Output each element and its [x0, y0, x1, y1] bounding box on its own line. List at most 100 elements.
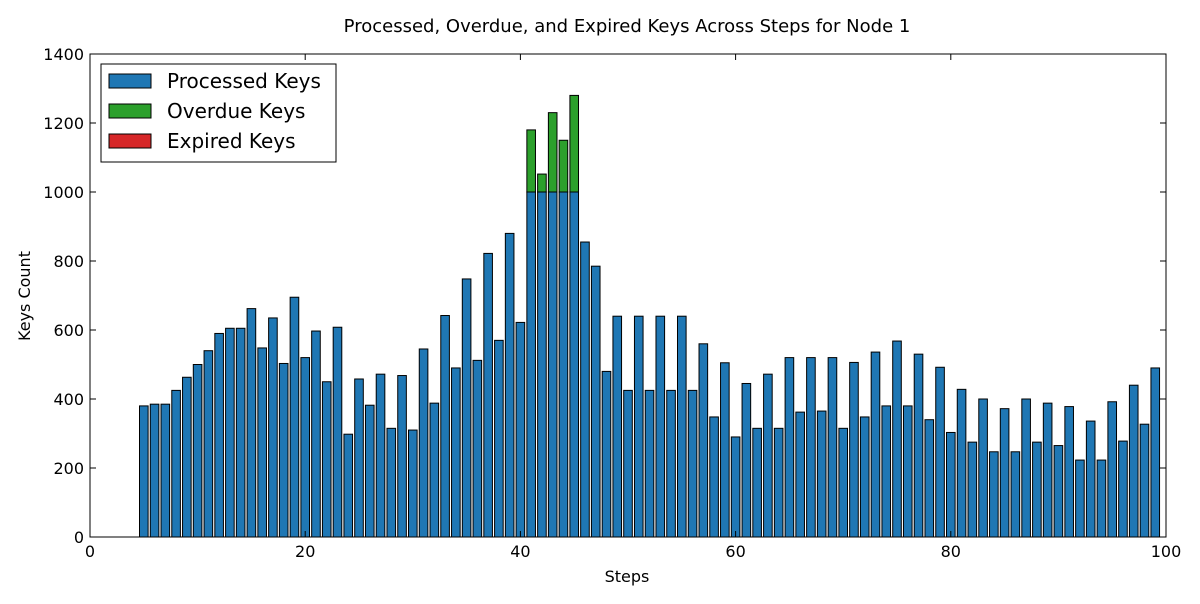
- y-axis-label: Keys Count: [15, 251, 34, 341]
- bar-processed-keys-step-35: [461, 278, 472, 538]
- bar-processed-keys-step-18: [278, 362, 289, 538]
- bar-processed-keys-step-81: [956, 388, 967, 538]
- bar-processed-keys-step-62: [752, 427, 762, 538]
- x-tick-label: 80: [941, 542, 961, 561]
- bar-processed-keys-step-67: [806, 357, 816, 538]
- bar-processed-keys-step-56: [687, 389, 698, 538]
- bar-processed-keys-step-6: [149, 403, 160, 538]
- bar-processed-keys-step-23: [332, 326, 343, 538]
- bar-processed-keys-step-19: [289, 296, 300, 538]
- bar-processed-keys-step-31: [418, 348, 429, 538]
- bar-processed-keys-step-52: [644, 389, 655, 538]
- bar-processed-keys-step-54: [666, 389, 676, 538]
- bar-processed-keys-step-11: [203, 350, 214, 538]
- legend-label-processed-keys: Processed Keys: [167, 69, 321, 93]
- bar-processed-keys-step-96: [1118, 440, 1128, 538]
- bar-processed-keys-step-75: [892, 340, 902, 538]
- bar-processed-keys-step-58: [709, 416, 719, 538]
- bar-processed-keys-step-28: [386, 427, 397, 538]
- bar-processed-keys-step-63: [763, 373, 773, 538]
- bar-processed-keys-step-33: [440, 315, 450, 538]
- y-tick-label: 1200: [43, 114, 84, 133]
- y-tick-label: 1400: [43, 45, 84, 64]
- bar-processed-keys-step-9: [182, 376, 192, 538]
- bar-processed-keys-step-91: [1064, 406, 1074, 538]
- bar-processed-keys-step-43: [547, 191, 558, 538]
- x-tick-label: 40: [510, 542, 530, 561]
- bar-processed-keys-step-95: [1107, 401, 1118, 538]
- bar-processed-keys-step-16: [257, 347, 267, 538]
- bar-processed-keys-step-21: [311, 330, 321, 538]
- bar-processed-keys-step-7: [160, 403, 171, 538]
- bar-processed-keys-step-50: [623, 389, 633, 538]
- x-tick-label: 20: [295, 542, 315, 561]
- legend: Processed Keys Overdue Keys Expired Keys: [100, 63, 337, 163]
- bar-processed-keys-step-45: [569, 191, 580, 538]
- bar-processed-keys-step-83: [978, 398, 988, 538]
- bar-processed-keys-step-46: [580, 241, 590, 538]
- y-tick-label: 200: [53, 459, 84, 478]
- bar-processed-keys-step-84: [989, 451, 999, 538]
- bar-processed-keys-step-27: [375, 373, 386, 538]
- bar-processed-keys-step-47: [590, 265, 601, 538]
- bar-processed-keys-step-41: [526, 191, 536, 538]
- bar-processed-keys-step-88: [1032, 441, 1042, 538]
- y-tick-label: 400: [53, 390, 84, 409]
- bar-processed-keys-step-36: [472, 359, 483, 538]
- bar-processed-keys-step-20: [300, 357, 311, 538]
- bar-processed-keys-step-15: [246, 308, 257, 538]
- bar-processed-keys-step-59: [720, 362, 730, 538]
- bar-processed-keys-step-98: [1139, 423, 1150, 538]
- bar-processed-keys-step-66: [795, 411, 805, 538]
- bar-processed-keys-step-48: [601, 370, 612, 538]
- bar-processed-keys-step-73: [870, 351, 881, 538]
- bar-processed-keys-step-24: [343, 433, 354, 538]
- y-tick-label: 600: [53, 321, 84, 340]
- bar-processed-keys-step-82: [967, 441, 978, 538]
- bar-processed-keys-step-55: [677, 315, 687, 538]
- bar-processed-keys-step-22: [321, 381, 332, 538]
- bar-processed-keys-step-39: [504, 232, 515, 538]
- bar-processed-keys-step-32: [429, 402, 440, 538]
- bar-processed-keys-step-51: [633, 315, 644, 538]
- chart-title: Processed, Overdue, and Expired Keys Acr…: [344, 16, 911, 37]
- bar-processed-keys-step-5: [139, 405, 149, 538]
- x-tick-label: 60: [725, 542, 745, 561]
- y-tick-label: 0: [74, 528, 84, 547]
- bar-processed-keys-step-44: [558, 191, 569, 538]
- bar-processed-keys-step-99: [1150, 367, 1161, 538]
- bar-processed-keys-step-65: [784, 357, 795, 538]
- bar-processed-keys-step-94: [1096, 459, 1107, 538]
- bar-processed-keys-step-42: [537, 191, 547, 538]
- bar-processed-keys-step-89: [1042, 402, 1053, 538]
- bar-processed-keys-step-85: [999, 408, 1010, 538]
- bar-processed-keys-step-34: [451, 367, 461, 538]
- bar-processed-keys-step-8: [171, 389, 181, 538]
- x-tick-label: 100: [1151, 542, 1182, 561]
- bar-overdue-keys-step-45: [569, 94, 580, 193]
- bar-processed-keys-step-49: [612, 315, 623, 538]
- bar-processed-keys-step-60: [730, 436, 741, 538]
- bar-processed-keys-step-87: [1021, 398, 1031, 538]
- legend-swatch-expired-keys: [108, 133, 152, 149]
- bar-processed-keys-step-77: [913, 353, 924, 538]
- bars-layer: [96, 94, 1161, 538]
- bar-processed-keys-step-30: [408, 429, 418, 538]
- legend-swatch-overdue-keys: [108, 103, 152, 119]
- bar-processed-keys-step-40: [515, 321, 526, 538]
- legend-label-expired-keys: Expired Keys: [167, 129, 296, 153]
- bar-processed-keys-step-97: [1128, 384, 1139, 538]
- bar-processed-keys-step-25: [354, 378, 364, 538]
- bar-processed-keys-step-68: [816, 410, 827, 538]
- bar-processed-keys-step-78: [924, 419, 935, 538]
- bar-processed-keys-step-26: [364, 404, 375, 538]
- bar-processed-keys-step-10: [192, 364, 203, 538]
- x-axis-label: Steps: [605, 567, 650, 586]
- bar-processed-keys-step-12: [214, 332, 224, 538]
- y-tick-label: 800: [53, 252, 84, 271]
- bar-processed-keys-step-80: [946, 431, 956, 538]
- bar-processed-keys-step-76: [902, 405, 913, 538]
